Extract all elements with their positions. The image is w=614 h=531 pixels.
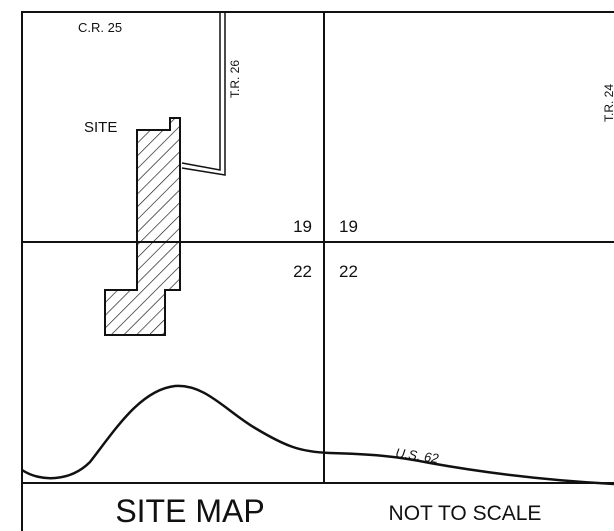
road-label: U.S. 62 xyxy=(395,445,441,466)
road-edge xyxy=(181,12,221,171)
highway xyxy=(21,384,614,486)
section-number: 22 xyxy=(293,262,312,281)
section-number: 22 xyxy=(339,262,358,281)
section-number: 19 xyxy=(293,217,312,236)
scale-note: NOT TO SCALE xyxy=(389,502,542,525)
section-number: 19 xyxy=(339,217,358,236)
township-road xyxy=(181,12,226,176)
road-edge xyxy=(181,12,226,176)
map-frame xyxy=(21,11,614,531)
road-label: T.R. 26 xyxy=(228,60,242,98)
site-parcel xyxy=(104,117,181,336)
road-label: C.R. 25 xyxy=(78,20,122,35)
road-label: T.R. 24 xyxy=(602,84,614,122)
border xyxy=(21,11,614,531)
site-label: SITE xyxy=(84,119,117,136)
map-title: SITE MAP xyxy=(115,493,264,529)
